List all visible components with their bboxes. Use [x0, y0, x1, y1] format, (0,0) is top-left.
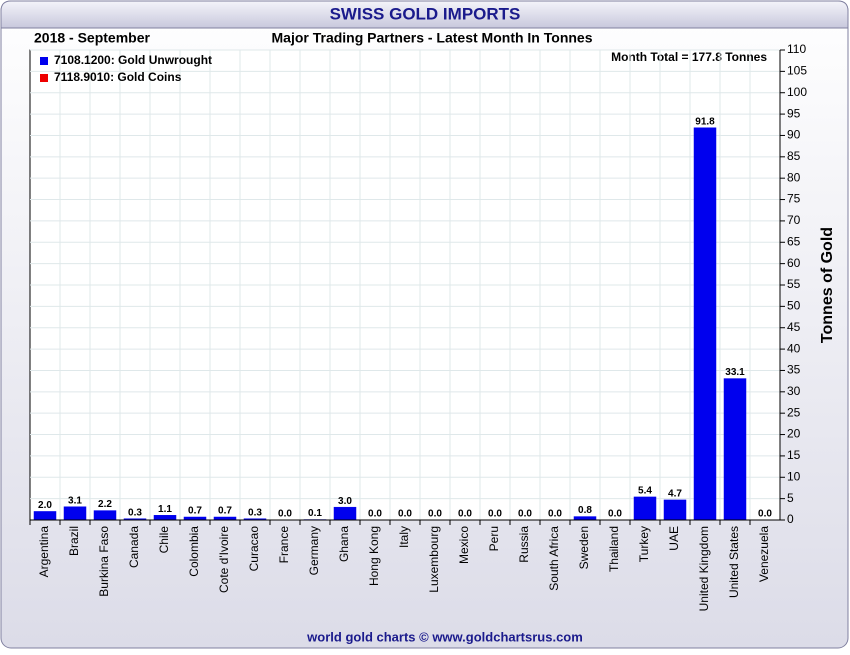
x-tick-label: Mexico — [457, 526, 471, 564]
bar — [34, 511, 56, 520]
y-tick-label: 15 — [787, 448, 801, 462]
value-label: 2.0 — [38, 500, 52, 511]
bar — [574, 517, 596, 520]
x-tick-label: Turkey — [637, 526, 651, 562]
bar — [94, 511, 116, 520]
y-tick-label: 105 — [787, 64, 807, 78]
y-tick-label: 70 — [787, 213, 801, 227]
y-tick-label: 45 — [787, 320, 801, 334]
y-tick-label: 10 — [787, 469, 801, 483]
chart-title: SWISS GOLD IMPORTS — [330, 4, 521, 23]
value-label: 0.0 — [278, 509, 292, 520]
y-tick-label: 60 — [787, 256, 801, 270]
y-tick-label: 100 — [787, 85, 807, 99]
bar — [664, 500, 686, 520]
x-tick-label: Germany — [307, 526, 321, 575]
bar — [634, 497, 656, 520]
y-tick-label: 95 — [787, 106, 801, 120]
bar — [694, 128, 716, 520]
y-tick-label: 110 — [787, 42, 806, 56]
value-label: 0.7 — [218, 506, 232, 517]
y-axis-label: Tonnes of Gold — [819, 227, 836, 343]
value-label: 0.0 — [488, 509, 502, 520]
x-tick-label: South Africa — [547, 526, 561, 591]
y-tick-label: 55 — [787, 277, 801, 291]
x-tick-label: Hong Kong — [367, 526, 381, 586]
value-label: 5.4 — [638, 486, 652, 497]
y-tick-label: 40 — [787, 341, 801, 355]
value-label: 0.3 — [248, 507, 262, 518]
y-tick-label: 35 — [787, 363, 801, 377]
bar — [154, 515, 176, 520]
x-tick-label: Curacao — [247, 526, 261, 572]
y-tick-label: 65 — [787, 234, 801, 248]
x-tick-label: Canada — [127, 526, 141, 568]
value-label: 3.1 — [68, 495, 82, 506]
x-tick-label: France — [277, 526, 291, 564]
legend-swatch — [40, 74, 48, 82]
y-tick-label: 85 — [787, 149, 801, 163]
x-tick-label: Ghana — [337, 526, 351, 562]
value-label: 0.1 — [308, 508, 322, 519]
bar — [64, 507, 86, 520]
x-tick-label: Argentina — [37, 526, 51, 578]
value-label: 33.1 — [725, 367, 745, 378]
x-tick-label: Italy — [397, 526, 411, 548]
y-tick-label: 75 — [787, 192, 801, 206]
value-label: 0.0 — [548, 509, 562, 520]
value-label: 0.0 — [758, 509, 772, 520]
value-label: 0.0 — [428, 509, 442, 520]
value-label: 0.0 — [518, 509, 532, 520]
y-tick-label: 0 — [787, 512, 794, 526]
value-label: 0.0 — [458, 509, 472, 520]
x-tick-label: Burkina Faso — [97, 526, 111, 597]
x-tick-label: Chile — [157, 526, 171, 554]
x-tick-label: Colombia — [187, 526, 201, 577]
y-tick-label: 5 — [787, 491, 794, 505]
y-tick-label: 50 — [787, 299, 801, 313]
y-tick-label: 80 — [787, 170, 801, 184]
value-label: 0.0 — [368, 509, 382, 520]
source: world gold charts © www.goldchartsrus.co… — [306, 629, 583, 644]
y-tick-label: 30 — [787, 384, 801, 398]
value-label: 0.7 — [188, 506, 202, 517]
value-label: 1.1 — [158, 504, 172, 515]
value-label: 0.0 — [608, 509, 622, 520]
x-tick-label: Peru — [487, 526, 501, 551]
bar — [334, 507, 356, 520]
value-label: 91.8 — [695, 116, 715, 127]
x-tick-label: Brazil — [67, 526, 81, 556]
value-label: 2.2 — [98, 499, 112, 510]
subtitle: Major Trading Partners - Latest Month In… — [272, 30, 593, 46]
y-tick-label: 90 — [787, 128, 801, 142]
bar — [724, 379, 746, 520]
x-tick-label: United Kingdom — [697, 526, 711, 611]
value-label: 3.0 — [338, 496, 352, 507]
x-tick-label: Venezuela — [757, 526, 771, 582]
x-tick-label: Russia — [517, 526, 531, 563]
value-label: 0.3 — [128, 507, 142, 518]
y-tick-label: 20 — [787, 427, 801, 441]
x-tick-label: Sweden — [577, 526, 591, 569]
legend-label: 7108.1200: Gold Unwrought — [54, 53, 212, 67]
legend-label: 7118.9010: Gold Coins — [54, 70, 182, 84]
annotation: Month Total = 177.8 Tonnes — [611, 50, 767, 64]
period: 2018 - September — [34, 30, 150, 46]
legend-swatch — [40, 57, 48, 65]
x-tick-label: Luxembourg — [427, 526, 441, 593]
x-tick-label: Cote d'Ivoire — [217, 526, 231, 593]
x-tick-label: Thailand — [607, 526, 621, 572]
value-label: 0.0 — [398, 509, 412, 520]
value-label: 0.8 — [578, 505, 592, 516]
y-tick-label: 25 — [787, 405, 801, 419]
value-label: 4.7 — [668, 489, 682, 500]
x-tick-label: UAE — [667, 526, 681, 551]
x-tick-label: United States — [727, 526, 741, 598]
